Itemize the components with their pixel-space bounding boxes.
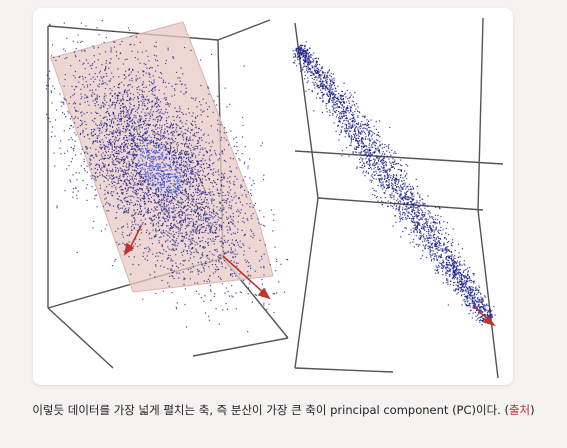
right-scatter-line — [292, 41, 496, 326]
caption-close: ) — [530, 403, 535, 417]
pc-arrows — [123, 225, 271, 300]
figure-caption: 이렇듯 데이터를 가장 넓게 펼치는 축, 즉 분산이 가장 큰 축이 prin… — [0, 402, 567, 418]
figure-card — [33, 8, 513, 385]
pca-scatter-figure — [45, 8, 504, 385]
right-3d-frame — [294, 17, 504, 379]
source-link[interactable]: 출처 — [508, 403, 531, 417]
left-scatter-cloud — [45, 20, 289, 333]
right-pc-arrow — [472, 305, 496, 327]
caption-text: 이렇듯 데이터를 가장 넓게 펼치는 축, 즉 분산이 가장 큰 축이 prin… — [32, 403, 509, 417]
